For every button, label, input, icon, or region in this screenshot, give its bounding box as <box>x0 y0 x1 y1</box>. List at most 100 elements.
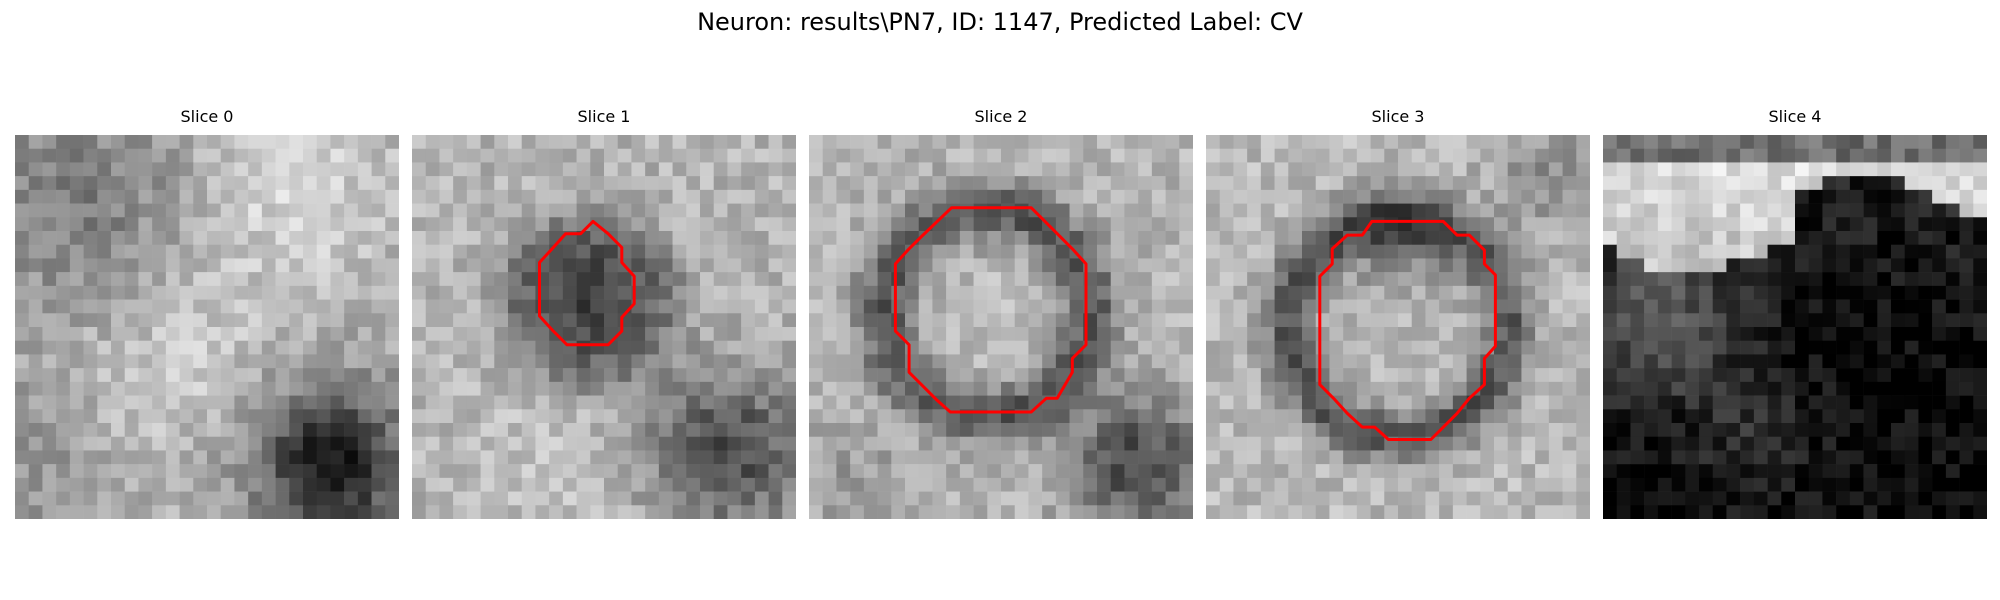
image-pixel <box>1411 272 1426 287</box>
image-pixel <box>1439 244 1454 259</box>
image-pixel <box>1356 203 1371 218</box>
image-pixel <box>453 436 468 451</box>
image-pixel <box>69 505 84 519</box>
image-pixel <box>1849 189 1864 204</box>
image-pixel <box>1849 258 1864 273</box>
image-pixel <box>234 217 249 232</box>
image-pixel <box>1247 299 1262 314</box>
image-pixel <box>959 477 974 492</box>
image-pixel <box>604 505 619 519</box>
image-pixel <box>97 189 112 204</box>
image-pixel <box>1001 505 1016 519</box>
image-pixel <box>700 409 715 424</box>
image-pixel <box>15 409 30 424</box>
image-pixel <box>727 162 742 177</box>
image-pixel <box>1781 217 1796 232</box>
image-pixel <box>1494 176 1509 191</box>
image-pixel <box>877 354 892 369</box>
image-pixel <box>850 217 865 232</box>
image-pixel <box>809 340 824 355</box>
image-pixel <box>1863 285 1878 300</box>
image-pixel <box>1206 272 1221 287</box>
image-pixel <box>1808 231 1823 246</box>
image-pixel <box>357 477 372 492</box>
image-pixel <box>686 505 701 519</box>
image-pixel <box>1439 231 1454 246</box>
image-pixel <box>1945 231 1960 246</box>
image-pixel <box>905 313 920 328</box>
image-pixel <box>69 491 84 506</box>
image-pixel <box>1055 285 1070 300</box>
image-pixel <box>330 135 345 150</box>
image-pixel <box>932 176 947 191</box>
image-pixel <box>700 176 715 191</box>
image-pixel <box>371 354 386 369</box>
image-pixel <box>836 368 851 383</box>
image-pixel <box>1795 285 1810 300</box>
image-pixel <box>1781 258 1796 273</box>
image-pixel <box>631 464 646 479</box>
image-pixel <box>1384 368 1399 383</box>
image-pixel <box>1370 491 1385 506</box>
image-pixel <box>932 505 947 519</box>
image-pixel <box>138 423 153 438</box>
image-pixel <box>1904 450 1919 465</box>
image-pixel <box>1329 340 1344 355</box>
image-pixel <box>261 135 276 150</box>
image-pixel <box>1274 368 1289 383</box>
image-pixel <box>1699 477 1714 492</box>
image-pixel <box>617 231 632 246</box>
image-pixel <box>1699 231 1714 246</box>
image-pixel <box>1233 299 1248 314</box>
image-pixel <box>1097 395 1112 410</box>
image-pixel <box>330 423 345 438</box>
image-pixel <box>1233 203 1248 218</box>
image-pixel <box>494 477 509 492</box>
image-pixel <box>466 409 481 424</box>
image-pixel <box>836 135 851 150</box>
image-pixel <box>1603 368 1618 383</box>
image-pixel <box>741 299 756 314</box>
image-pixel <box>97 450 112 465</box>
image-pixel <box>1398 450 1413 465</box>
image-pixel <box>1219 381 1234 396</box>
image-pixel <box>1863 313 1878 328</box>
image-pixel <box>1808 148 1823 163</box>
image-pixel <box>152 477 167 492</box>
image-pixel <box>275 327 290 342</box>
image-pixel <box>1179 162 1193 177</box>
image-pixel <box>1945 135 1960 150</box>
image-pixel <box>1233 176 1248 191</box>
image-pixel <box>617 285 632 300</box>
image-pixel <box>15 464 30 479</box>
image-pixel <box>1452 189 1467 204</box>
image-pixel <box>1384 203 1399 218</box>
image-pixel <box>1603 299 1618 314</box>
image-pixel <box>1616 436 1631 451</box>
image-pixel <box>1891 368 1906 383</box>
image-pixel <box>1179 491 1193 506</box>
image-pixel <box>1014 203 1029 218</box>
image-pixel <box>1671 135 1686 150</box>
image-pixel <box>1671 423 1686 438</box>
slice-panel-0: Slice 0 <box>15 107 399 519</box>
image-pixel <box>1494 368 1509 383</box>
image-pixel <box>1138 340 1153 355</box>
image-pixel <box>371 450 386 465</box>
image-pixel <box>1932 395 1947 410</box>
image-pixel <box>1849 244 1864 259</box>
image-pixel <box>1781 162 1796 177</box>
image-pixel <box>303 258 318 273</box>
image-pixel <box>1069 148 1084 163</box>
image-pixel <box>686 423 701 438</box>
image-pixel <box>69 285 84 300</box>
image-pixel <box>494 189 509 204</box>
image-pixel <box>1028 162 1043 177</box>
image-pixel <box>782 285 796 300</box>
image-pixel <box>1028 176 1043 191</box>
image-pixel <box>535 423 550 438</box>
image-pixel <box>1302 327 1317 342</box>
image-pixel <box>905 491 920 506</box>
image-pixel <box>1644 340 1659 355</box>
image-pixel <box>822 368 837 383</box>
